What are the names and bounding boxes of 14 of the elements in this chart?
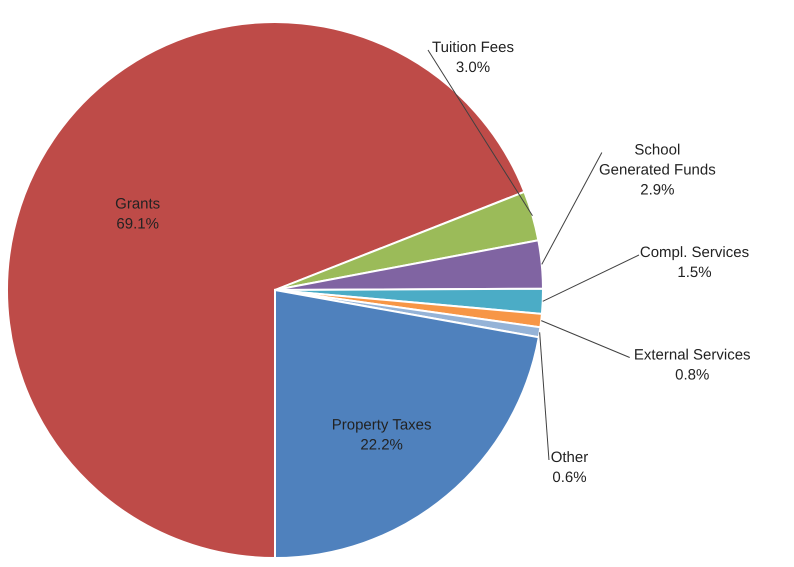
slice-label: Property Taxes (332, 416, 432, 434)
slice-label: External Services (634, 346, 751, 364)
slice-label: Grants (115, 195, 160, 212)
slice-label: Compl. Services (640, 244, 750, 261)
slice-label: Tuition Fees (432, 39, 514, 56)
slice-label: School Generated Funds (598, 142, 716, 178)
slice-label: Other (550, 449, 588, 466)
data-label: 22.2% (360, 436, 403, 454)
data-label: 69.1% (116, 215, 159, 232)
data-label: 3.0% (456, 59, 490, 76)
data-label: 0.6% (552, 469, 587, 486)
data-label: 0.8% (675, 366, 710, 384)
data-label: 2.9% (640, 182, 674, 198)
data-label: 1.5% (677, 264, 712, 281)
